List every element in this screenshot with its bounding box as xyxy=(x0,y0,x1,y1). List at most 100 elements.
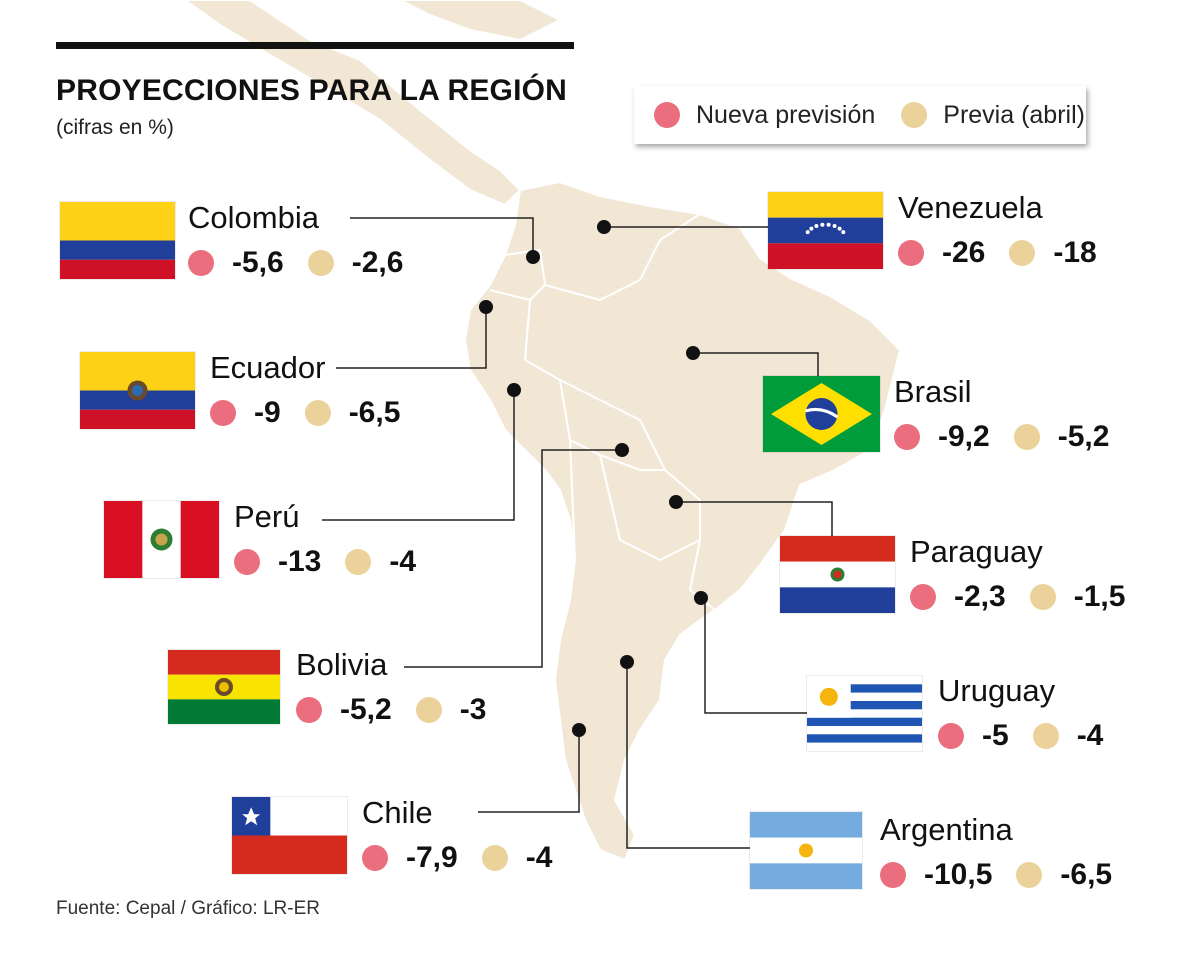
country-values-chile: -7,9 -4 xyxy=(362,841,552,875)
location-dot-argentina xyxy=(620,655,634,669)
connector-line-colombia xyxy=(350,217,534,257)
country-values-colombia: -5,6 -2,6 xyxy=(188,246,403,280)
value-previous-peru: -4 xyxy=(389,545,417,578)
colombia-flag xyxy=(60,202,175,279)
marker-previous-dot xyxy=(1013,424,1040,450)
location-dot-venezuela xyxy=(597,220,611,234)
country-name-brasil: Brasil xyxy=(894,374,972,409)
ecuador-flag xyxy=(80,352,195,429)
value-new-brasil: -9,2 xyxy=(938,420,990,453)
marker-new-dot xyxy=(910,584,936,610)
country-values-paraguay: -2,3 -1,5 xyxy=(910,580,1125,614)
value-new-chile: -7,9 xyxy=(406,841,458,874)
peru-flag xyxy=(104,501,219,578)
bolivia-flag xyxy=(168,650,280,724)
value-previous-brasil: -5,2 xyxy=(1057,420,1110,453)
location-dot-chile xyxy=(572,723,586,737)
marker-new-dot xyxy=(938,723,964,749)
value-previous-colombia: -2,6 xyxy=(351,246,404,279)
value-new-peru: -13 xyxy=(278,545,322,578)
country-values-uruguay: -5 -4 xyxy=(938,719,1103,753)
uruguay-flag xyxy=(807,676,922,751)
legend-item-previous: Previa (abril) xyxy=(901,101,1085,130)
value-previous-venezuela: -18 xyxy=(1053,236,1097,269)
brasil-flag xyxy=(763,376,880,452)
marker-new-dot xyxy=(894,424,920,450)
country-values-ecuador: -9 -6,5 xyxy=(210,396,400,430)
value-new-venezuela: -26 xyxy=(942,236,986,269)
legend: Nueva previsión Previa (abril) xyxy=(634,86,1086,144)
value-new-colombia: -5,6 xyxy=(232,246,284,279)
value-previous-ecuador: -6,5 xyxy=(348,396,401,429)
chart-title: PROYECCIONES PARA LA REGIÓN xyxy=(56,74,568,107)
marker-new-dot xyxy=(296,697,322,723)
location-dot-colombia xyxy=(526,250,540,264)
connector-line-paraguay xyxy=(676,501,833,536)
title-rule xyxy=(56,42,574,49)
country-values-brasil: -9,2 -5,2 xyxy=(894,420,1109,454)
country-name-chile: Chile xyxy=(362,795,433,830)
connector-line-chile xyxy=(478,730,580,813)
country-values-bolivia: -5,2 -3 xyxy=(296,693,486,727)
country-name-peru: Perú xyxy=(234,499,300,534)
legend-item-new: Nueva previsión xyxy=(654,101,875,130)
value-new-argentina: -10,5 xyxy=(924,858,993,891)
connector-line-ecuador xyxy=(336,307,487,369)
paraguay-flag xyxy=(780,536,895,613)
legend-label-previous: Previa (abril) xyxy=(943,100,1085,129)
value-previous-argentina: -6,5 xyxy=(1060,858,1113,891)
marker-new-dot xyxy=(188,250,214,276)
connector-line-peru xyxy=(322,390,515,521)
venezuela-flag xyxy=(768,192,883,269)
value-previous-chile: -4 xyxy=(525,841,553,874)
marker-new-dot xyxy=(898,240,924,266)
value-new-bolivia: -5,2 xyxy=(340,693,392,726)
marker-previous-dot xyxy=(1009,240,1036,266)
connector-line-argentina xyxy=(626,662,750,849)
chile-flag xyxy=(232,797,347,874)
marker-previous-dot xyxy=(1016,862,1043,888)
legend-swatch-new xyxy=(654,102,680,128)
country-name-paraguay: Paraguay xyxy=(910,534,1043,569)
location-dot-brasil xyxy=(686,346,700,360)
country-name-ecuador: Ecuador xyxy=(210,350,326,385)
value-previous-uruguay: -4 xyxy=(1076,719,1104,752)
location-dot-ecuador xyxy=(479,300,493,314)
location-dot-peru xyxy=(507,383,521,397)
country-values-venezuela: -26 -18 xyxy=(898,236,1097,270)
value-previous-bolivia: -3 xyxy=(459,693,487,726)
legend-swatch-previous xyxy=(901,102,928,128)
marker-previous-dot xyxy=(345,549,372,575)
marker-previous-dot xyxy=(415,697,442,723)
argentina-flag xyxy=(750,812,862,889)
location-dot-uruguay xyxy=(694,591,708,605)
location-dot-paraguay xyxy=(669,495,683,509)
connector-line-uruguay xyxy=(701,597,807,714)
connector-line-bolivia xyxy=(404,449,622,668)
chart-subtitle: (cifras en %) xyxy=(56,116,174,139)
source-note: Fuente: Cepal / Gráfico: LR-ER xyxy=(56,898,320,919)
value-new-paraguay: -2,3 xyxy=(954,580,1006,613)
marker-previous-dot xyxy=(481,845,508,871)
marker-previous-dot xyxy=(1029,584,1056,610)
marker-previous-dot xyxy=(304,400,331,426)
country-values-peru: -13 -4 xyxy=(234,545,416,579)
marker-new-dot xyxy=(210,400,236,426)
country-name-colombia: Colombia xyxy=(188,200,319,235)
marker-new-dot xyxy=(234,549,260,575)
value-new-uruguay: -5 xyxy=(982,719,1009,752)
country-values-argentina: -10,5 -6,5 xyxy=(880,858,1112,892)
location-dot-bolivia xyxy=(615,443,629,457)
marker-previous-dot xyxy=(307,250,334,276)
value-previous-paraguay: -1,5 xyxy=(1073,580,1126,613)
marker-new-dot xyxy=(880,862,906,888)
country-name-argentina: Argentina xyxy=(880,812,1013,847)
country-name-venezuela: Venezuela xyxy=(898,190,1043,225)
marker-new-dot xyxy=(362,845,388,871)
country-name-uruguay: Uruguay xyxy=(938,673,1056,708)
value-new-ecuador: -9 xyxy=(254,396,281,429)
legend-label-new: Nueva previsión xyxy=(696,100,876,129)
